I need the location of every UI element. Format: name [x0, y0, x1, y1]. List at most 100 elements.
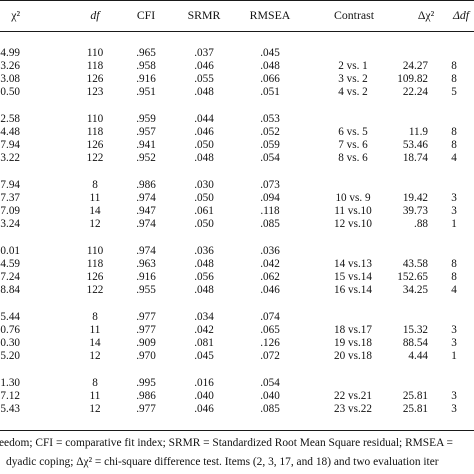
- cell-srmr: .055: [194, 73, 214, 85]
- cell-df: 12: [89, 218, 101, 230]
- cell-ddf: 5: [451, 86, 457, 98]
- cell-chi2: 3.24: [0, 218, 20, 230]
- cell-df: 118: [86, 126, 104, 138]
- cell-df: 126: [86, 139, 104, 151]
- cell-chi2: 4.48: [0, 126, 20, 138]
- cell-df: 118: [86, 60, 104, 72]
- cell-srmr: .046: [194, 126, 214, 138]
- cell-chi2: 4.59: [0, 258, 20, 270]
- cell-ddf: 8: [451, 73, 457, 85]
- cell-rmsea: .054: [260, 152, 280, 164]
- cell-dchi2: 152.65: [397, 271, 428, 283]
- cell-ddf: 3: [451, 324, 457, 336]
- cell-df: 8: [92, 179, 98, 191]
- cell-dchi2: 39.73: [402, 205, 428, 217]
- table-header-rule: [0, 31, 474, 32]
- cell-rmsea: .040: [260, 390, 280, 402]
- cell-dchi2: 22.24: [402, 86, 428, 98]
- cell-cfi: .916: [136, 73, 156, 85]
- cell-dcfi: .016: [466, 139, 474, 152]
- cell-dcfi: .009: [466, 403, 474, 416]
- cell-df: 122: [86, 284, 104, 296]
- cell-rmsea: .072: [260, 350, 280, 362]
- cell-dcfi: .007: [466, 86, 474, 99]
- cell-ddf: 3: [451, 403, 457, 415]
- cell-srmr: .050: [194, 192, 214, 204]
- cell-dchi2: 15.32: [402, 324, 428, 336]
- cell-dcfi: .009: [466, 390, 474, 403]
- cell-dchi2: 25.81: [402, 403, 428, 415]
- cell-cfi: .977: [136, 311, 156, 323]
- cell-cfi: .957: [136, 126, 156, 138]
- cell-chi2: 0.76: [0, 324, 20, 336]
- cell-contrast: 7 vs. 6: [338, 139, 368, 151]
- cell-dchi2: 19.42: [402, 192, 428, 204]
- cell-df: 11: [89, 390, 101, 402]
- cell-rmsea: .074: [260, 311, 280, 323]
- cell-rmsea: .118: [260, 205, 280, 217]
- cell-srmr: .016: [194, 377, 214, 389]
- cell-chi2: 7.12: [0, 390, 20, 402]
- cell-cfi: .959: [136, 113, 156, 125]
- table-footnote-line-1: eedom; CFI = comparative fit index; SRMR…: [0, 437, 453, 449]
- cell-chi2: 5.44: [0, 311, 20, 323]
- cell-cfi: .963: [136, 258, 156, 270]
- cell-df: 126: [86, 73, 104, 85]
- cell-contrast: 8 vs. 6: [338, 152, 368, 164]
- cell-cfi: .947: [136, 205, 156, 217]
- cell-ddf: 8: [451, 126, 457, 138]
- cell-srmr: .042: [194, 324, 214, 336]
- cell-contrast: 3 vs. 2: [338, 73, 368, 85]
- cell-ddf: 4: [451, 284, 457, 296]
- cell-chi2: 7.09: [0, 205, 20, 217]
- cell-rmsea: .036: [260, 245, 280, 257]
- cell-rmsea: .065: [260, 324, 280, 336]
- cell-chi2: 2.58: [0, 113, 20, 125]
- cell-df: 14: [89, 205, 101, 217]
- cell-df: 126: [86, 271, 104, 283]
- cell-ddf: 3: [451, 205, 457, 217]
- table-top-rule: [0, 0, 474, 1]
- cell-srmr: .056: [194, 271, 214, 283]
- cell-srmr: .081: [194, 337, 214, 349]
- cell-dcfi: .042: [466, 73, 474, 86]
- cell-cfi: .995: [136, 377, 156, 389]
- cell-rmsea: .085: [260, 403, 280, 415]
- cell-df: 118: [86, 258, 104, 270]
- cell-srmr: .050: [194, 139, 214, 151]
- cell-cfi: .909: [136, 337, 156, 349]
- cell-rmsea: .126: [260, 337, 280, 349]
- cell-df: 12: [89, 350, 101, 362]
- cell-srmr: .046: [194, 60, 214, 72]
- cell-srmr: .040: [194, 390, 214, 402]
- cell-df: 110: [86, 47, 104, 59]
- cell-cfi: .941: [136, 139, 156, 151]
- cell-cfi: .986: [136, 179, 156, 191]
- cell-chi2: 3.26: [0, 60, 20, 72]
- cell-chi2: 7.94: [0, 179, 20, 191]
- cell-df: 110: [86, 113, 104, 125]
- header-rmsea: RMSEA: [249, 8, 291, 22]
- cell-df: 12: [89, 403, 101, 415]
- cell-srmr: .037: [194, 47, 214, 59]
- cell-dcfi: .027: [466, 205, 474, 218]
- cell-cfi: .951: [136, 86, 156, 98]
- cell-cfi: .977: [136, 324, 156, 336]
- cell-srmr: .048: [194, 258, 214, 270]
- cell-ddf: 4: [451, 152, 457, 164]
- cell-dchi2: 11.9: [408, 126, 428, 138]
- cell-dchi2: 34.25: [402, 284, 428, 296]
- cell-srmr: .044: [194, 113, 214, 125]
- cell-contrast: 10 vs. 9: [335, 192, 371, 204]
- header-cfi: CFI: [136, 8, 156, 22]
- cell-cfi: .974: [136, 245, 156, 257]
- cell-df: 8: [92, 377, 98, 389]
- cell-chi2: 3.08: [0, 73, 20, 85]
- cell-dcfi: .007: [466, 350, 474, 363]
- cell-contrast: 4 vs. 2: [338, 86, 368, 98]
- cell-ddf: 1: [451, 218, 457, 230]
- cell-chi2: 8.84: [0, 284, 20, 296]
- cell-ddf: 8: [451, 60, 457, 72]
- cell-contrast: 23 vs.22: [334, 403, 372, 415]
